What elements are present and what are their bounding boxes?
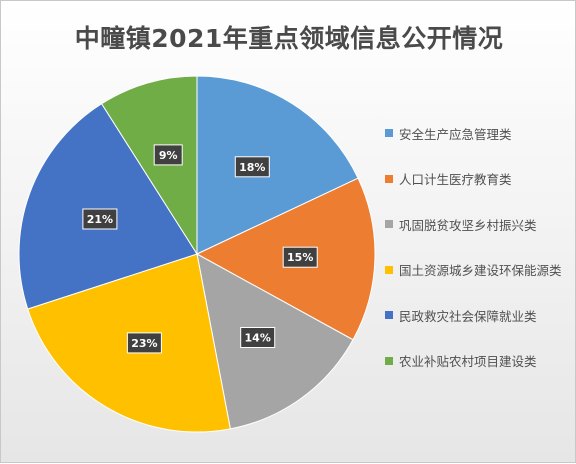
data-label-text: 21% <box>87 213 113 226</box>
legend-label: 民政救灾社会保障就业类 <box>399 308 537 324</box>
data-label-text: 18% <box>239 161 265 174</box>
data-label-box <box>82 208 118 230</box>
data-label: 14% <box>240 327 276 348</box>
legend-swatch <box>385 265 393 274</box>
legend-swatch <box>385 311 393 319</box>
chart-title: 中疃镇2021年重点领域信息公开情况 <box>74 24 504 53</box>
data-label: 15% <box>282 246 318 268</box>
legend-item: 民政救灾社会保障就业类 <box>385 304 562 326</box>
legend-label: 安全生产应急管理类 <box>399 126 512 142</box>
legend-swatch <box>385 129 393 137</box>
data-label-text: 9% <box>159 149 178 162</box>
data-label: 18% <box>234 156 270 178</box>
data-label: 21% <box>82 208 118 230</box>
data-label-box <box>153 144 183 166</box>
legend-label: 国土资源城乡建设环保能源类 <box>399 263 562 278</box>
data-label-box <box>234 156 270 178</box>
legend-item: 巩固脱贫攻坚乡村振兴类 <box>385 213 562 235</box>
legend-swatch <box>385 220 393 228</box>
legend-item: 人口计生医疗教育类 <box>385 168 562 190</box>
data-label: 23% <box>126 332 162 354</box>
legend-label: 农业补贴农村项目建设类 <box>399 354 537 369</box>
data-label-text: 15% <box>287 251 313 264</box>
legend-swatch <box>385 356 393 365</box>
legend-swatch <box>385 174 393 183</box>
data-label-text: 14% <box>245 332 271 345</box>
legend-item: 安全生产应急管理类 <box>385 122 562 144</box>
legend: 安全生产应急管理类 人口计生医疗教育类巩固脱贫攻坚乡村振兴类国土资源城乡建设环保能… <box>385 122 562 395</box>
data-label-text: 23% <box>131 337 157 350</box>
legend-item: 农业补贴农村项目建设类 <box>385 350 562 372</box>
legend-item: 国土资源城乡建设环保能源类 <box>385 259 562 281</box>
data-label-box <box>282 246 318 268</box>
pie-slice <box>100 75 198 256</box>
legend-label: 巩固脱贫攻坚乡村振兴类 <box>399 217 537 233</box>
pie-slice <box>196 75 359 255</box>
data-label-box <box>126 332 162 354</box>
data-label: 9% <box>153 144 183 166</box>
pie-slice <box>18 103 198 310</box>
legend-label: 人口计生医疗教育类 <box>399 172 512 187</box>
data-label-box <box>240 327 276 348</box>
